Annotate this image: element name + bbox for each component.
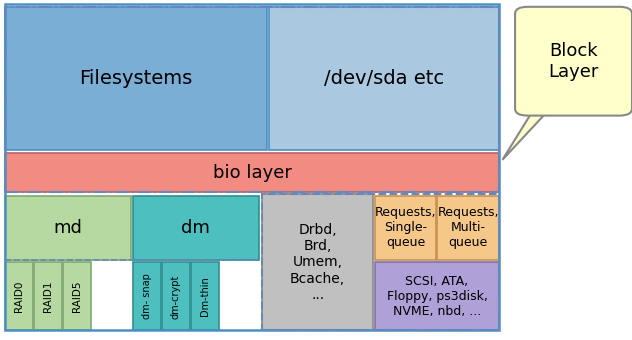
FancyBboxPatch shape: [5, 262, 33, 330]
Text: Filesystems: Filesystems: [80, 69, 193, 88]
Text: /dev/sda etc: /dev/sda etc: [324, 69, 444, 88]
FancyBboxPatch shape: [5, 153, 499, 192]
Text: md: md: [54, 219, 83, 237]
Text: Requests,
Single-
queue: Requests, Single- queue: [375, 206, 436, 249]
FancyBboxPatch shape: [5, 7, 267, 150]
FancyBboxPatch shape: [437, 195, 499, 260]
Polygon shape: [502, 109, 550, 160]
Text: Drbd,
Brd,
Umem,
Bcache,
...: Drbd, Brd, Umem, Bcache, ...: [290, 223, 345, 302]
FancyBboxPatch shape: [515, 7, 632, 116]
FancyBboxPatch shape: [375, 262, 499, 330]
FancyBboxPatch shape: [133, 262, 161, 330]
FancyBboxPatch shape: [5, 195, 131, 260]
Text: dm: dm: [181, 219, 210, 237]
FancyBboxPatch shape: [63, 262, 91, 330]
Text: RAID1: RAID1: [43, 281, 53, 312]
Text: bio layer: bio layer: [213, 164, 291, 182]
Text: Requests,
Multi-
queue: Requests, Multi- queue: [437, 206, 499, 249]
FancyBboxPatch shape: [191, 262, 219, 330]
FancyBboxPatch shape: [34, 262, 62, 330]
Text: dm- snap: dm- snap: [142, 274, 152, 319]
FancyBboxPatch shape: [162, 262, 190, 330]
FancyBboxPatch shape: [375, 195, 436, 260]
FancyBboxPatch shape: [269, 7, 499, 150]
Text: SCSI, ATA,
Floppy, ps3disk,
NVME, nbd, ...: SCSI, ATA, Floppy, ps3disk, NVME, nbd, .…: [387, 275, 487, 318]
Text: Block
Layer: Block Layer: [549, 42, 599, 81]
Text: dm-crypt: dm-crypt: [171, 274, 181, 319]
Text: Dm-thin: Dm-thin: [200, 277, 210, 316]
Text: RAID5: RAID5: [72, 281, 82, 312]
FancyBboxPatch shape: [133, 195, 259, 260]
FancyBboxPatch shape: [262, 194, 373, 330]
Text: RAID0: RAID0: [14, 281, 24, 312]
